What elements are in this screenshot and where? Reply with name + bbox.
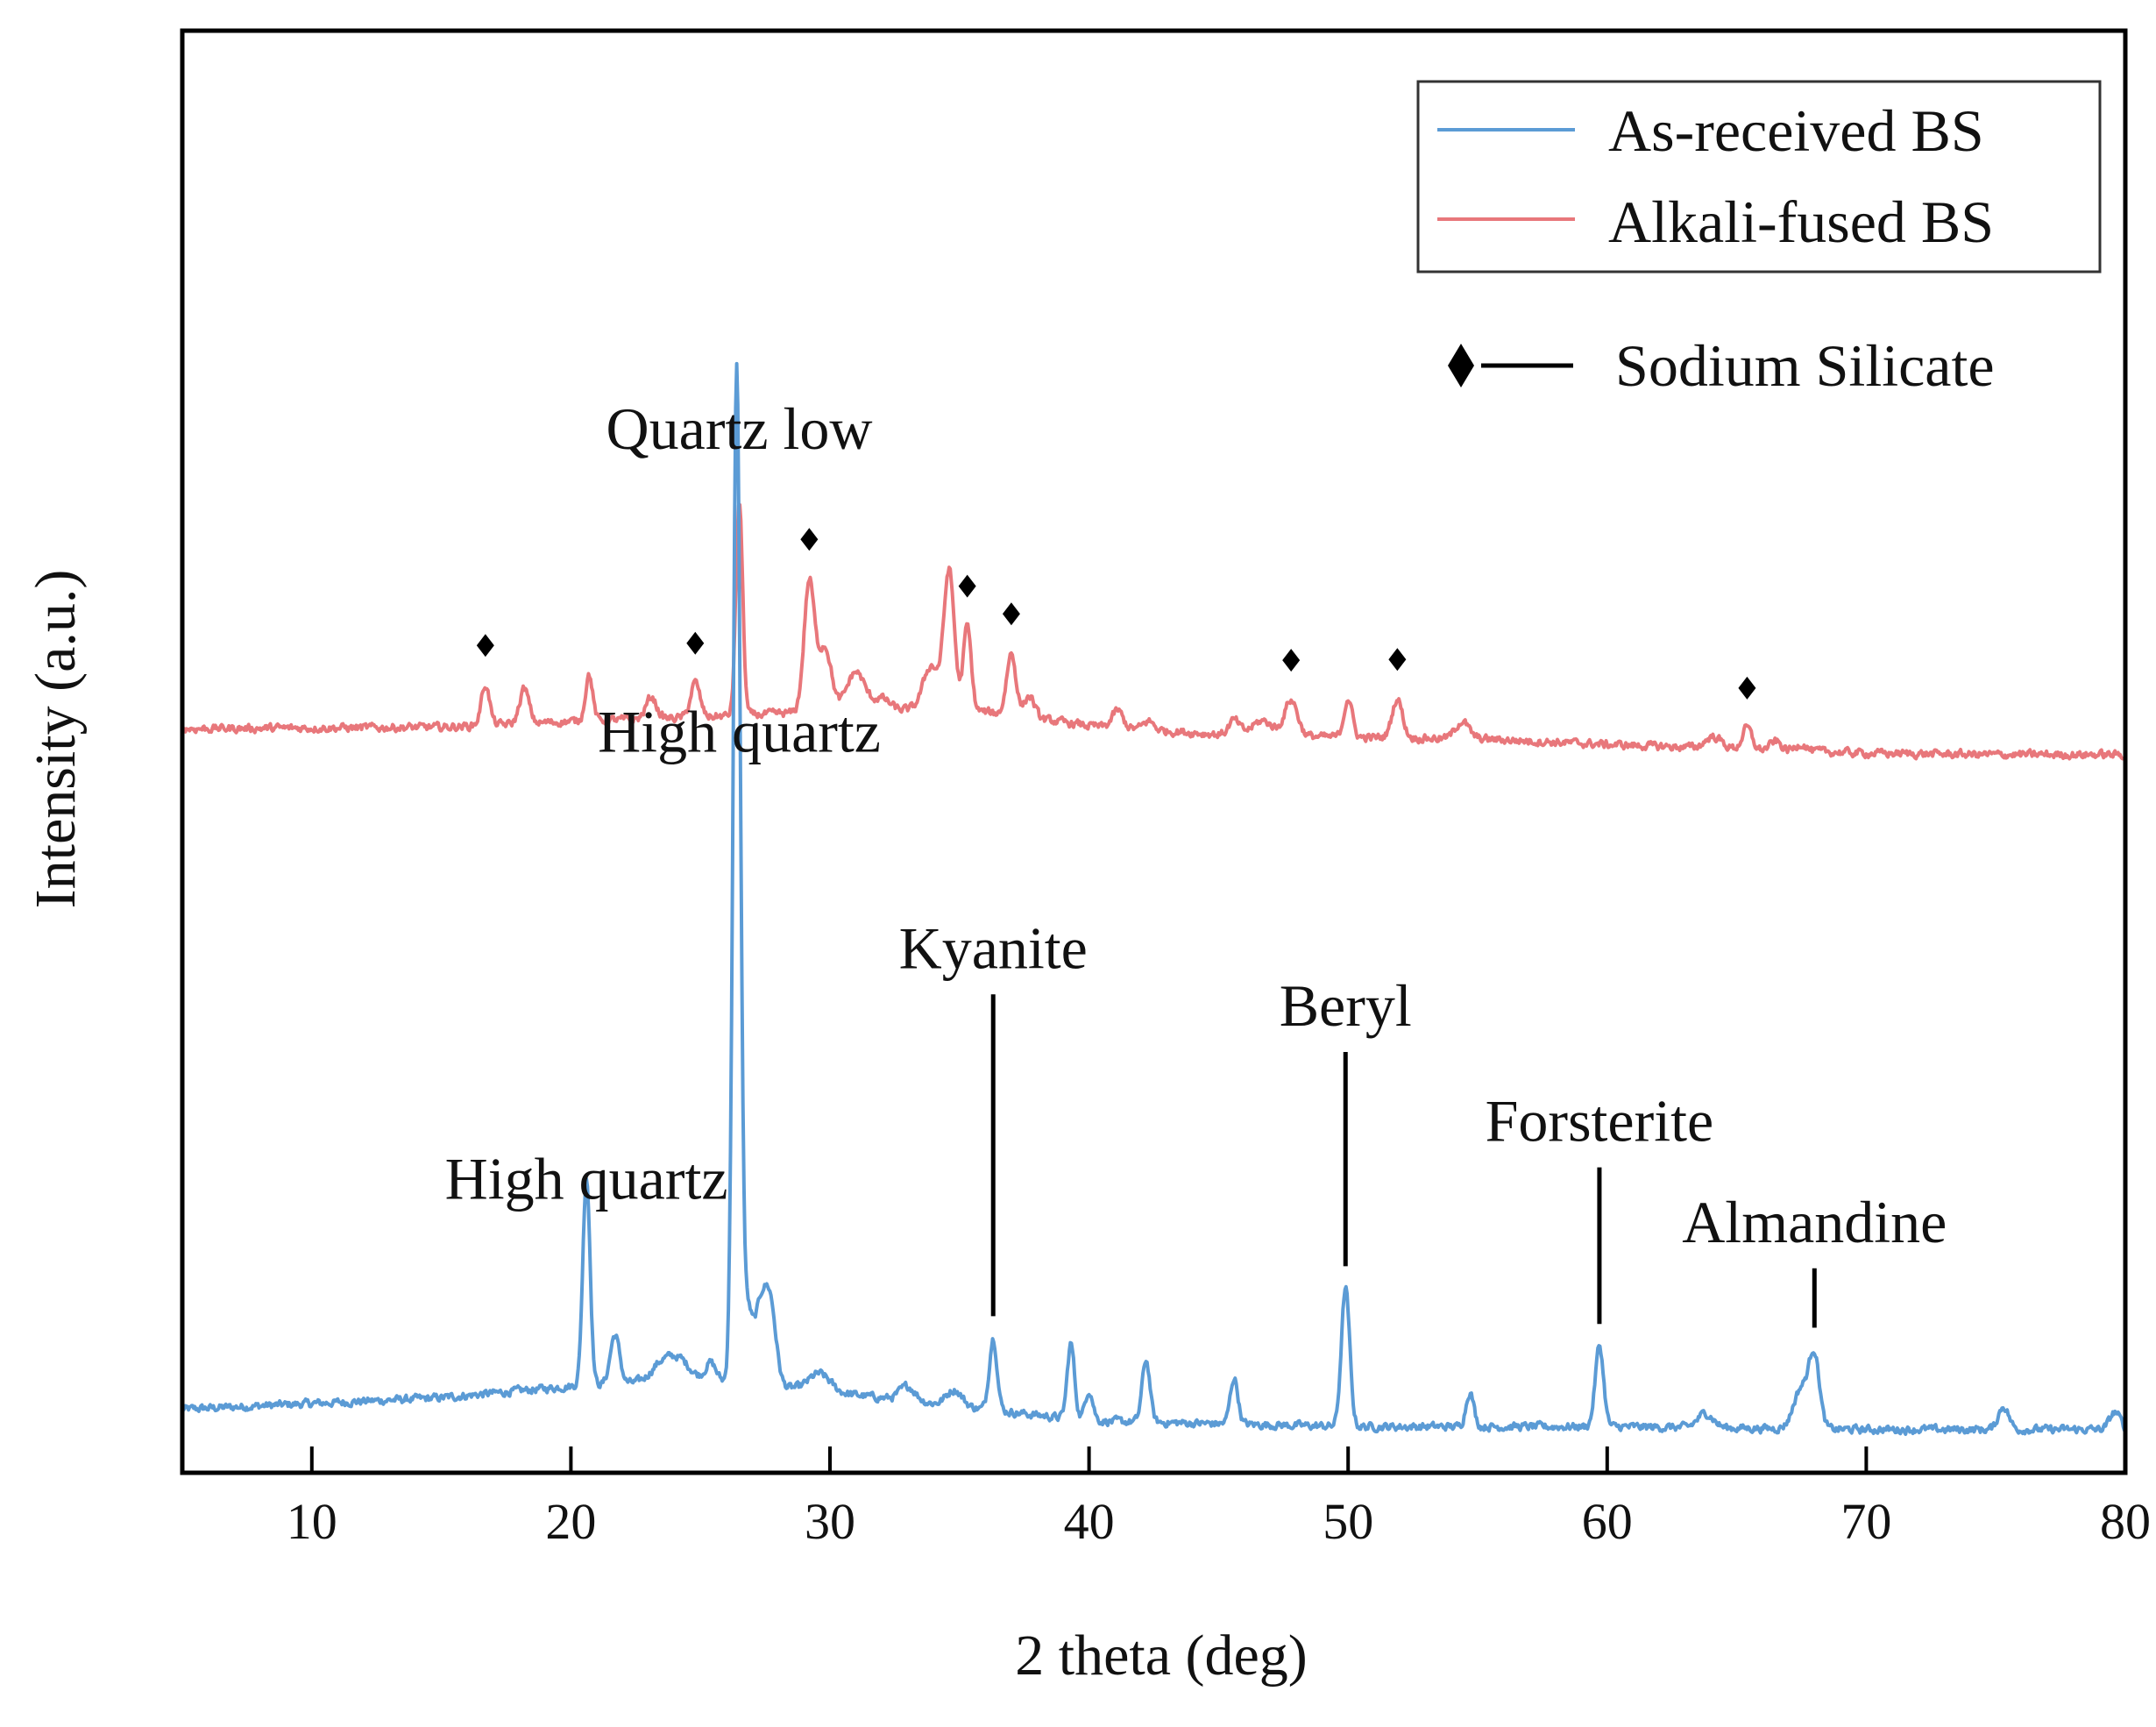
peak-annotation-label: Kyanite (899, 914, 1088, 981)
plot-frame (180, 28, 2128, 1475)
x-tick-label: 70 (1840, 1493, 1891, 1550)
series-line-as-received (181, 361, 2127, 1436)
legend-box (1416, 80, 2102, 274)
y-axis-title: Intensity (a.u.) (24, 570, 88, 909)
x-tick-label: 30 (805, 1493, 855, 1550)
peak-annotations: Quartz low High quartz High quartz Kyanite B… (445, 395, 1947, 1328)
legend-label-alkali-fused: Alkali-fused BS (1608, 188, 1994, 255)
peak-annotation-label: High quartz (445, 1145, 728, 1212)
peak-annotation-label: High quartz (598, 699, 881, 765)
peak-annotation-label: Quartz low (606, 395, 873, 462)
sodium-silicate-marker (476, 634, 494, 657)
sodium-silicate-markers (476, 528, 1756, 700)
x-tick-label: 20 (545, 1493, 596, 1550)
x-tick-label: 40 (1064, 1493, 1115, 1550)
sodium-silicate-marker (1388, 648, 1407, 672)
x-tick-label: 10 (287, 1493, 337, 1550)
peak-annotation-label: Beryl (1280, 972, 1412, 1039)
peak-annotation-label: Almandine (1682, 1189, 1947, 1255)
diamond-icon (1448, 344, 1474, 387)
sodium-silicate-marker (958, 574, 976, 598)
sodium-silicate-marker (686, 631, 705, 655)
sodium-silicate-marker (1282, 649, 1301, 672)
peak-annotation-label: Forsterite (1486, 1088, 1714, 1155)
sodium-silicate-marker (1002, 602, 1020, 626)
x-axis-title: 2 theta (deg) (1015, 1624, 1308, 1688)
legend-label-as-received: As-received BS (1608, 97, 1984, 164)
series-line-alkali-fused (181, 502, 2127, 761)
x-tick-label: 50 (1323, 1493, 1373, 1550)
sodium-silicate-marker (800, 528, 819, 551)
legend: As-received BS Alkali-fused BS (1416, 80, 2102, 274)
sodium-silicate-marker (1738, 676, 1756, 700)
x-tick-label: 60 (1582, 1493, 1633, 1550)
sodium-silicate-legend: Sodium Silicate (1448, 332, 1995, 399)
x-axis-ticks: 10 20 30 40 50 60 70 80 (287, 1446, 2151, 1550)
x-tick-label: 80 (2100, 1493, 2151, 1550)
marker-legend-label: Sodium Silicate (1615, 332, 1995, 399)
